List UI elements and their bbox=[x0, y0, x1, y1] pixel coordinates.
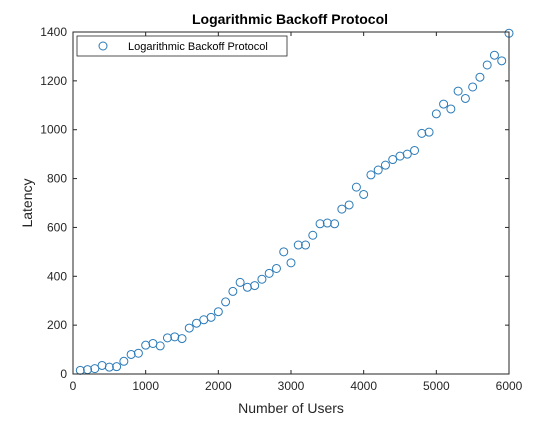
data-point bbox=[308, 230, 318, 240]
legend: Logarithmic Backoff Protocol bbox=[76, 35, 288, 57]
data-point bbox=[417, 128, 427, 138]
data-point bbox=[439, 99, 449, 109]
data-point bbox=[301, 240, 311, 250]
data-point bbox=[192, 318, 202, 328]
data-point bbox=[104, 362, 114, 372]
data-point bbox=[497, 56, 507, 66]
data-point bbox=[475, 72, 485, 82]
x-tick-label: 0 bbox=[70, 379, 77, 393]
y-tick-label: 800 bbox=[47, 172, 67, 186]
data-point bbox=[271, 263, 281, 273]
data-point bbox=[155, 341, 165, 351]
data-point bbox=[286, 258, 296, 268]
data-point bbox=[235, 277, 245, 287]
y-tick-label: 1200 bbox=[40, 74, 67, 88]
data-point bbox=[177, 334, 187, 344]
x-tick-label: 4000 bbox=[350, 379, 377, 393]
data-point bbox=[373, 165, 383, 175]
x-tick-label: 2000 bbox=[205, 379, 232, 393]
data-point bbox=[213, 307, 223, 317]
data-point bbox=[133, 348, 143, 358]
x-tick-label: 3000 bbox=[278, 379, 305, 393]
legend-marker bbox=[98, 41, 108, 51]
y-tick-label: 600 bbox=[47, 220, 67, 234]
data-point bbox=[119, 356, 129, 366]
data-point bbox=[424, 127, 434, 137]
data-point bbox=[322, 218, 332, 228]
data-point bbox=[446, 104, 456, 114]
data-point bbox=[250, 281, 260, 291]
x-tick-label: 1000 bbox=[132, 379, 159, 393]
data-point bbox=[184, 323, 194, 333]
y-tick-label: 400 bbox=[47, 269, 67, 283]
data-point bbox=[330, 219, 340, 229]
data-point bbox=[337, 204, 347, 214]
legend-label: Logarithmic Backoff Protocol bbox=[128, 41, 268, 53]
x-tick-label: 5000 bbox=[423, 379, 450, 393]
x-axis-ticks: 0 1000 2000 3000 4000 5000 6000 bbox=[70, 32, 523, 393]
data-points bbox=[75, 28, 514, 375]
data-point bbox=[410, 145, 420, 155]
data-point bbox=[293, 240, 303, 250]
data-point bbox=[388, 155, 398, 165]
y-tick-label: 1400 bbox=[40, 25, 67, 39]
data-point bbox=[351, 182, 361, 192]
data-point bbox=[402, 149, 412, 159]
data-point bbox=[482, 60, 492, 70]
data-point bbox=[366, 170, 376, 180]
data-point bbox=[112, 362, 122, 372]
legend-box bbox=[76, 35, 288, 57]
data-point bbox=[460, 93, 470, 103]
y-tick-label: 1000 bbox=[40, 123, 67, 137]
data-point bbox=[162, 333, 172, 343]
data-point bbox=[206, 312, 216, 322]
y-axis-ticks: 0 200 400 600 800 1000 1200 1400 bbox=[40, 25, 509, 381]
plot-area bbox=[73, 32, 509, 374]
chart-title: Logarithmic Backoff Protocol bbox=[192, 11, 388, 27]
x-axis-label: Number of Users bbox=[238, 400, 344, 416]
data-point bbox=[279, 247, 289, 257]
data-point bbox=[315, 219, 325, 229]
data-point bbox=[359, 189, 369, 199]
data-point bbox=[380, 160, 390, 170]
data-point bbox=[344, 200, 354, 210]
data-point bbox=[453, 86, 463, 96]
x-tick-label: 6000 bbox=[496, 379, 523, 393]
y-axis-label: Latency bbox=[19, 178, 35, 227]
y-tick-label: 200 bbox=[47, 318, 67, 332]
data-point bbox=[221, 297, 231, 307]
data-point bbox=[126, 349, 136, 359]
y-tick-label: 0 bbox=[60, 367, 67, 381]
data-point bbox=[90, 364, 100, 374]
data-point bbox=[431, 109, 441, 119]
data-point bbox=[489, 50, 499, 60]
data-point bbox=[257, 274, 267, 284]
data-point bbox=[228, 286, 238, 296]
data-point bbox=[468, 82, 478, 92]
data-point bbox=[264, 268, 274, 278]
